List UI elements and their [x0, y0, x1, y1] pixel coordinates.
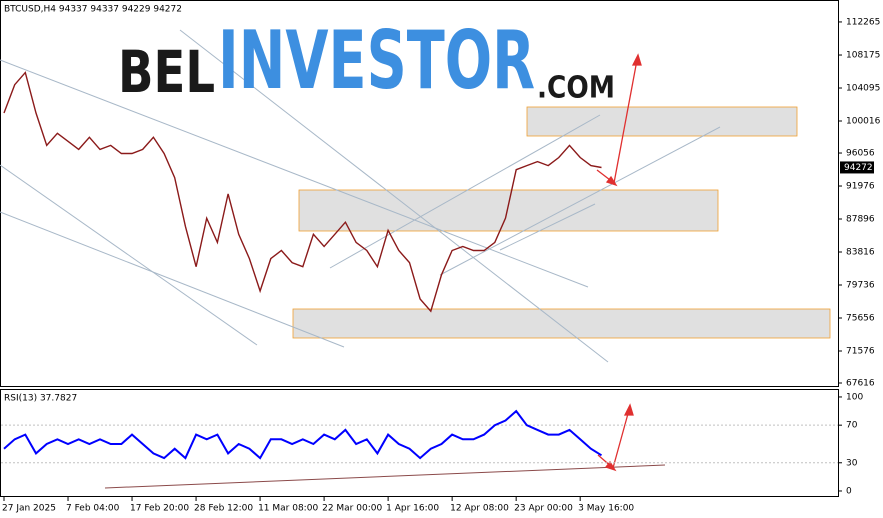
y-tick-label: 75656 — [846, 313, 875, 323]
zone — [298, 189, 719, 232]
series-line — [3, 71, 602, 313]
chart-title: BTCUSD,H4 94337 94337 94229 94272 — [4, 5, 182, 15]
brand-bel: BEL — [118, 38, 215, 106]
y-tick-label: 96056 — [846, 149, 875, 159]
x-tick-label: 11 Mar 08:00 — [258, 504, 318, 514]
y-tick-label: 87896 — [846, 215, 875, 225]
brand-investor: INVESTOR — [218, 14, 535, 107]
x-tick-label: 17 Feb 20:00 — [130, 504, 189, 514]
trend-lines — [0, 29, 721, 363]
y-tick-label: 100016 — [846, 117, 881, 127]
brand-com: .COM — [537, 71, 615, 106]
x-tick-label: 28 Feb 12:00 — [194, 504, 253, 514]
y-tick-label: 100 — [846, 392, 863, 402]
x-tick-label: 7 Feb 04:00 — [66, 504, 120, 514]
x-tick-label: 23 Apr 00:00 — [514, 504, 573, 514]
y-tick-label: 79736 — [846, 281, 875, 291]
x-tick-label: 22 Mar 00:00 — [322, 504, 382, 514]
x-tick-label: 1 Apr 16:00 — [386, 504, 439, 514]
rsi-title: RSI(13) 37.7827 — [4, 394, 77, 404]
y-tick-label: 104095 — [846, 84, 880, 94]
last-price-label: 94272 — [844, 163, 873, 173]
y-tick-label: 91976 — [846, 182, 875, 192]
zone — [526, 106, 798, 137]
x-tick-label: 3 May 16:00 — [578, 504, 634, 514]
y-tick-label: 108175 — [846, 51, 880, 61]
y-tick-label: 67616 — [846, 379, 875, 389]
y-tick-label: 0 — [846, 486, 852, 496]
rsi-frame — [0, 389, 839, 497]
last-price-box — [840, 161, 874, 174]
rsi-trend-line — [104, 464, 666, 489]
y-tick-label: 112265 — [846, 17, 880, 27]
y-tick-label: 71576 — [846, 346, 875, 356]
price-frame — [0, 0, 839, 387]
series-line — [3, 409, 603, 460]
x-tick-label: 12 Apr 08:00 — [450, 504, 509, 514]
x-tick-label: 27 Jan 2025 — [2, 504, 56, 514]
y-tick-label: 30 — [846, 458, 858, 468]
zone — [292, 308, 831, 339]
y-tick-label: 83816 — [846, 248, 875, 258]
arrows — [596, 53, 642, 472]
y-tick-label: 70 — [846, 421, 858, 431]
